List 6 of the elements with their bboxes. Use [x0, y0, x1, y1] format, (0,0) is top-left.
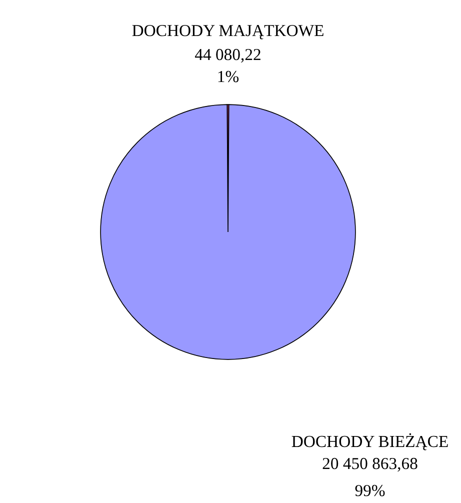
data-label: 44 080,22	[194, 48, 260, 63]
text: 99%	[355, 484, 385, 496]
data-label: 20 450 863,68	[322, 458, 418, 472]
text: 1%	[218, 70, 239, 82]
slice-label: DOCHODY MAJĄTKOWE	[132, 24, 324, 40]
slice-label: DOCHODY BIEŻĄCE	[292, 433, 448, 450]
